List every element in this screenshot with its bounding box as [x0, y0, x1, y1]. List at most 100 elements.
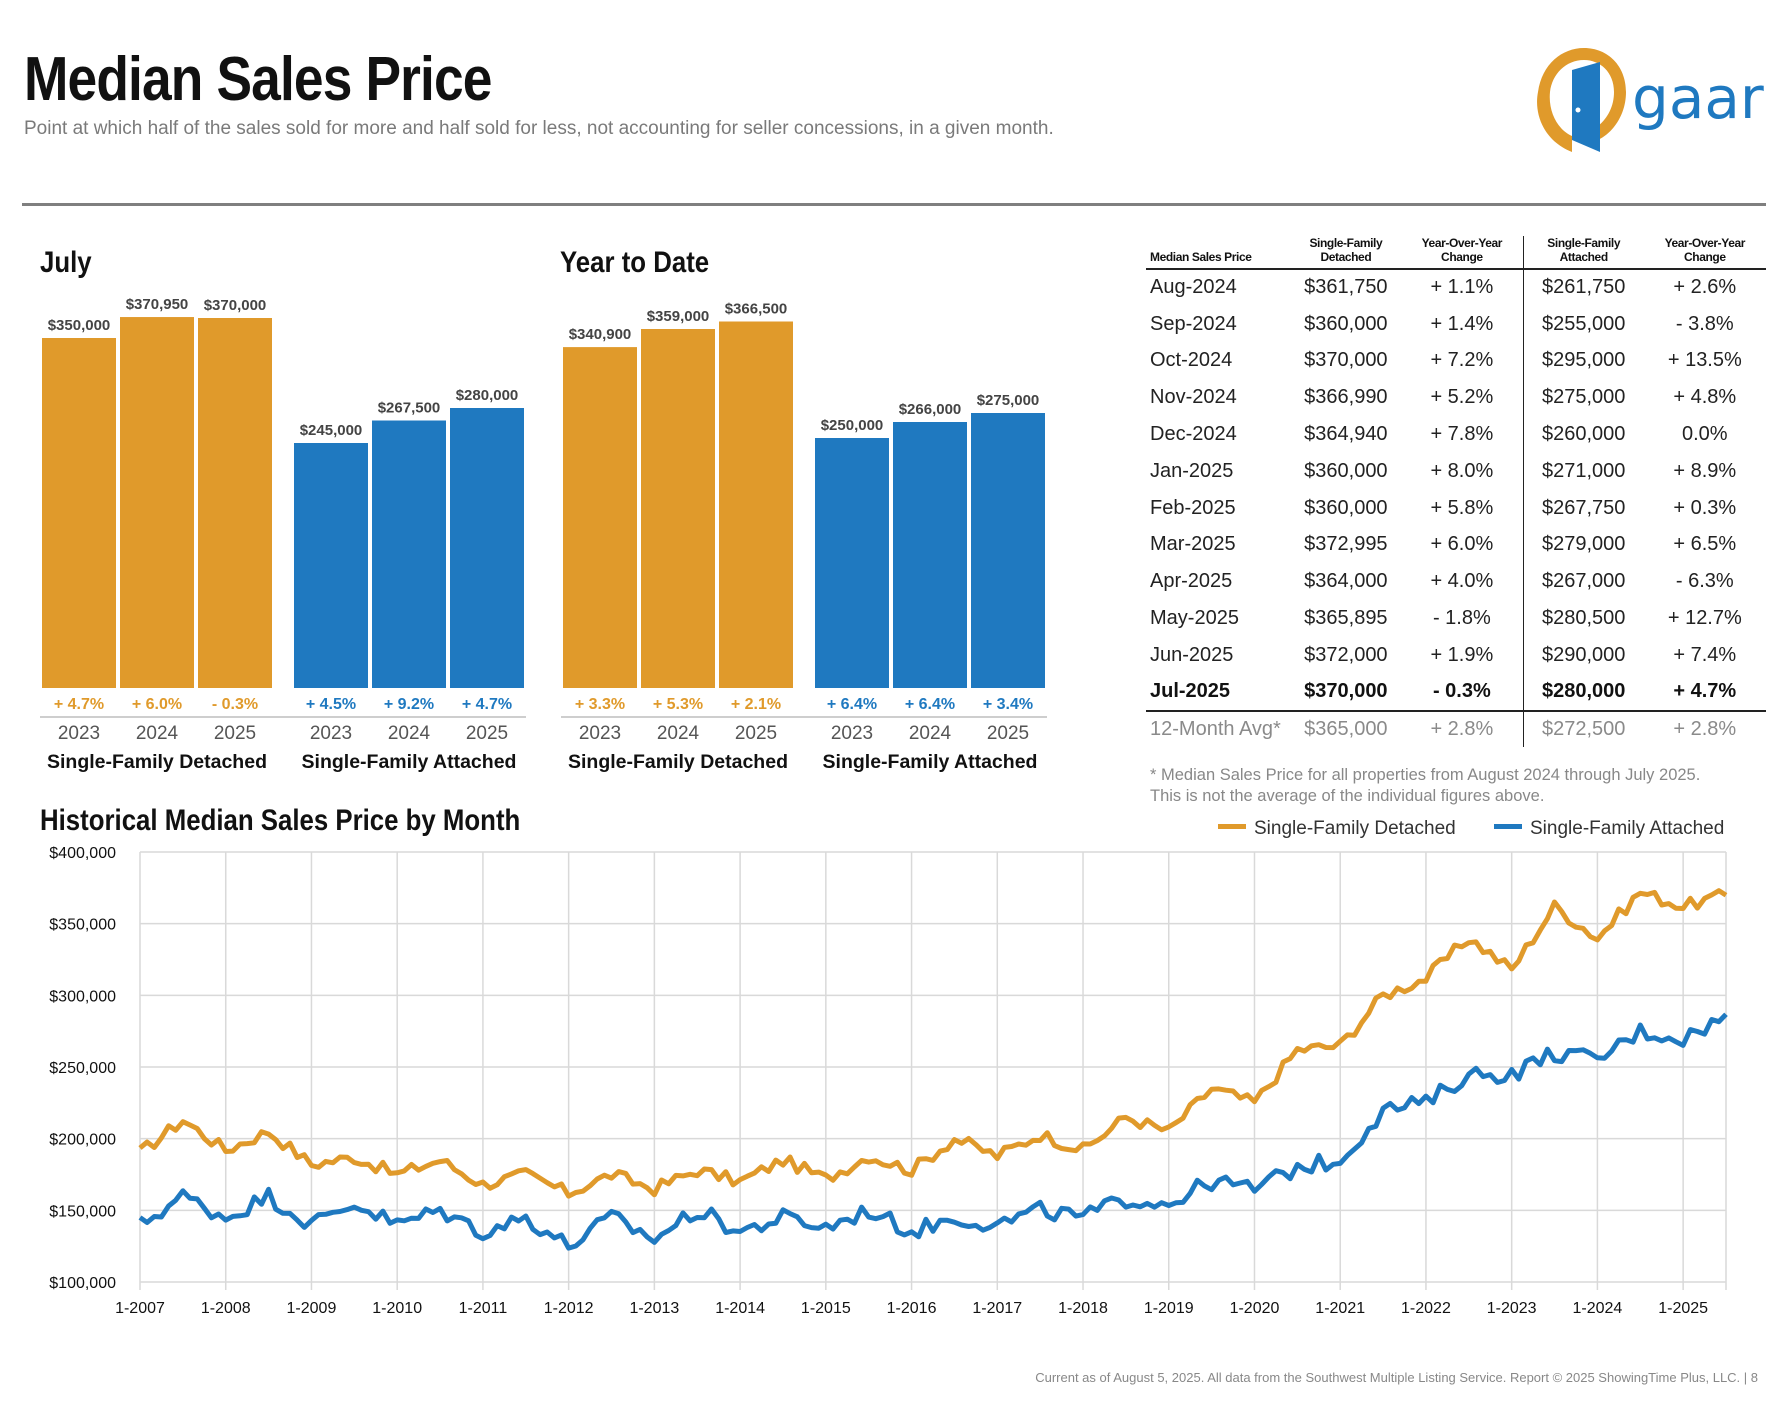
y-tick-label: $100,000 [49, 1275, 116, 1292]
bar-value-label: $266,000 [899, 401, 962, 418]
table-cell: $280,500 [1541, 607, 1626, 630]
page-footer: Current as of August 5, 2025. All data f… [1035, 1370, 1758, 1385]
table-cell: $364,000 [1304, 570, 1388, 593]
bar-value-label: $359,000 [647, 308, 710, 325]
page-subtitle: Point at which half of the sales sold fo… [24, 118, 1054, 139]
x-tick-label: 1-2010 [372, 1300, 422, 1317]
bar [120, 317, 194, 688]
table-row: May-2025 $365,895 - 1.8% $280,500 + 12.7% [1146, 600, 1766, 637]
footnote-line: This is not the average of the individua… [1150, 787, 1545, 805]
table-cell: + 1.9% [1400, 636, 1524, 674]
table-cell: $360,000 [1304, 312, 1388, 335]
table-row: Dec-2024 $364,940 + 7.8% $260,000 0.0% [1146, 416, 1766, 453]
year-label: 2023 [831, 723, 873, 744]
table-cell: Aug-2024 [1150, 276, 1237, 299]
historical-heading: Historical Median Sales Price by Month [40, 804, 521, 837]
table-header: Single-Family Attached [1523, 236, 1644, 270]
bar [815, 438, 889, 688]
table-cell: $271,000 [1541, 459, 1626, 482]
change-label: + 4.5% [306, 696, 356, 713]
table-cell: + 7.8% [1400, 416, 1524, 453]
year-label: 2025 [735, 723, 777, 744]
table-row: Jun-2025 $372,000 + 1.9% $290,000 + 7.4% [1146, 636, 1766, 674]
x-tick-label: 1-2024 [1572, 1300, 1622, 1317]
table-cell: + 2.8% [1673, 717, 1737, 740]
table-cell: + 13.5% [1667, 349, 1742, 372]
y-tick-label: $200,000 [49, 1132, 116, 1149]
bar-value-label: $370,000 [204, 297, 267, 314]
y-tick-label: $250,000 [49, 1060, 116, 1077]
table-cell: 0.0% [1682, 423, 1728, 446]
bar-value-label: $280,000 [456, 387, 519, 404]
table-cell: $272,500 [1541, 717, 1626, 740]
x-tick-label: 1-2008 [201, 1300, 251, 1317]
group-label: Single-Family Detached [47, 751, 267, 773]
table-footnote: * Median Sales Price for all properties … [1150, 765, 1700, 807]
bar-value-label: $366,500 [725, 301, 788, 318]
table-row: 12-Month Avg* $365,000 + 2.8% $272,500 + 2.8… [1146, 710, 1766, 748]
legend-label: Single-Family Attached [1530, 818, 1725, 839]
table-cell: $255,000 [1541, 312, 1626, 335]
logo-door-arch [1537, 48, 1626, 152]
bar [42, 338, 116, 688]
table-cell: - 3.8% [1675, 312, 1734, 335]
table-cell: + 8.9% [1673, 459, 1737, 482]
bar-charts: $350,000 + 4.7% 2023 $370,950 + 6.0% 2024 $370… [40, 296, 1047, 773]
bar-value-label: $340,900 [569, 326, 632, 343]
legend-item-attached: Single-Family Attached [1494, 818, 1724, 840]
table-cell: + 6.5% [1673, 533, 1737, 556]
year-label: 2024 [136, 723, 179, 744]
bar-value-label: $370,950 [126, 296, 189, 313]
top-divider [22, 203, 1766, 206]
table-row: Feb-2025 $360,000 + 5.8% $267,750 + 0.3% [1146, 489, 1766, 527]
logo-door [1572, 62, 1600, 152]
year-label: 2023 [58, 723, 100, 744]
bar [198, 318, 272, 688]
x-tick-label: 1-2015 [801, 1300, 851, 1317]
bar [450, 408, 524, 688]
bar-value-label: $350,000 [48, 317, 111, 334]
x-tick-label: 1-2016 [887, 1300, 937, 1317]
page-title: Median Sales Price [24, 45, 492, 114]
table-cell: $365,000 [1304, 717, 1388, 740]
year-label: 2025 [214, 723, 256, 744]
logo-text: gaar [1632, 64, 1764, 132]
july-heading: July [40, 246, 92, 279]
table-cell: 12-Month Avg* [1150, 717, 1281, 740]
change-label: + 5.3% [653, 696, 703, 713]
table-cell: + 8.0% [1400, 452, 1524, 490]
table-row: Apr-2025 $364,000 + 4.0% $267,000 - 6.3% [1146, 563, 1766, 601]
table-header: Year-Over-Year Change [1400, 236, 1524, 270]
bar-value-label: $275,000 [977, 392, 1040, 409]
table-cell: $361,750 [1304, 276, 1388, 299]
year-label: 2024 [657, 723, 700, 744]
year-label: 2023 [310, 723, 352, 744]
change-label: + 9.2% [384, 696, 434, 713]
table-cell: Mar-2025 [1150, 533, 1236, 556]
table-cell: $261,750 [1541, 276, 1626, 299]
logo-door-knob [1575, 107, 1581, 113]
table-cell: Jun-2025 [1150, 643, 1234, 666]
group-label: Single-Family Attached [823, 751, 1038, 773]
table-cell: + 4.8% [1673, 386, 1737, 409]
year-label: 2024 [909, 723, 952, 744]
legend-label: Single-Family Detached [1254, 818, 1456, 839]
table-cell: Sep-2024 [1150, 312, 1237, 335]
table-cell: + 1.4% [1400, 305, 1524, 343]
table-cell: $360,000 [1304, 459, 1388, 482]
bar [719, 321, 793, 688]
group-label: Single-Family Attached [302, 751, 517, 773]
table-cell: - 6.3% [1675, 570, 1734, 593]
footnote-line: * Median Sales Price for all properties … [1150, 766, 1701, 784]
table-cell: Dec-2024 [1150, 423, 1237, 446]
x-tick-label: 1-2011 [459, 1300, 508, 1317]
table-cell: $366,990 [1304, 386, 1388, 409]
gaar-logo: gaar [1537, 48, 1764, 152]
table-cell: $372,000 [1304, 643, 1388, 666]
table-cell: May-2025 [1150, 607, 1239, 630]
table-row: Aug-2024 $361,750 + 1.1% $261,750 + 2.6% [1146, 269, 1766, 306]
table-cell: + 5.8% [1400, 489, 1524, 527]
change-label: + 2.1% [731, 696, 781, 713]
x-tick-label: 1-2019 [1144, 1300, 1194, 1317]
